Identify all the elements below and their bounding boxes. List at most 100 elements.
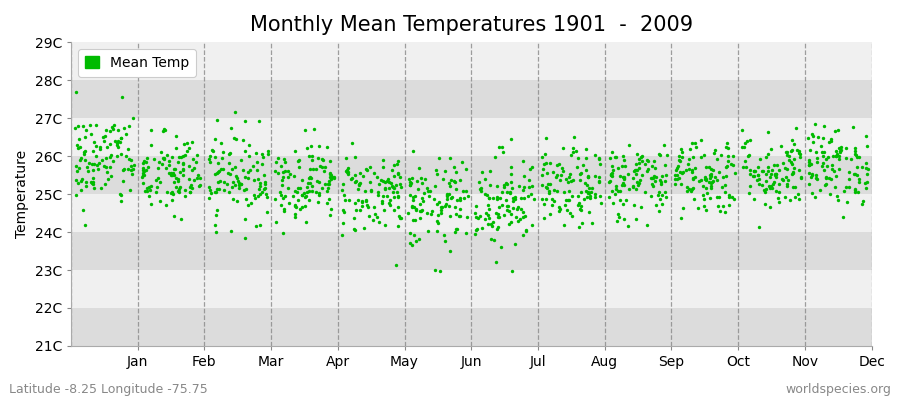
Point — [232, 182, 247, 189]
Point — [209, 212, 223, 218]
Point — [690, 205, 705, 211]
Point — [147, 155, 161, 162]
Point — [713, 208, 727, 214]
Point — [691, 178, 706, 184]
Point — [536, 215, 551, 222]
Point — [322, 181, 337, 188]
Point — [787, 141, 801, 147]
Point — [646, 183, 661, 189]
Point — [591, 177, 606, 184]
Point — [226, 179, 240, 185]
Point — [741, 153, 755, 160]
Point — [115, 167, 130, 174]
Point — [347, 226, 362, 232]
Point — [322, 171, 337, 177]
Point — [496, 148, 510, 155]
Point — [786, 169, 800, 175]
Point — [552, 208, 566, 214]
Point — [704, 166, 718, 172]
Point — [166, 165, 181, 172]
Point — [292, 158, 306, 164]
Point — [683, 146, 698, 152]
Point — [335, 187, 349, 194]
Point — [122, 156, 136, 162]
Point — [752, 180, 766, 187]
Point — [86, 166, 100, 173]
Point — [72, 144, 86, 150]
Point — [176, 172, 191, 178]
Point — [566, 148, 580, 155]
Point — [764, 146, 778, 152]
Point — [437, 168, 452, 174]
Point — [616, 174, 631, 181]
Point — [761, 164, 776, 171]
Point — [294, 192, 309, 198]
Point — [356, 172, 370, 179]
Point — [450, 197, 464, 204]
Point — [616, 179, 631, 186]
Point — [746, 168, 760, 174]
Point — [345, 140, 359, 146]
Point — [211, 186, 225, 192]
Point — [789, 125, 804, 131]
Point — [261, 151, 275, 158]
Point — [860, 171, 874, 178]
Point — [217, 187, 231, 193]
Point — [103, 141, 117, 147]
Point — [517, 184, 531, 190]
Point — [176, 160, 191, 167]
Point — [517, 195, 531, 202]
Point — [810, 158, 824, 165]
Point — [626, 184, 641, 190]
Point — [380, 193, 394, 199]
Point — [409, 207, 423, 213]
Point — [848, 187, 862, 194]
Point — [93, 146, 107, 152]
Point — [154, 149, 168, 155]
Point — [246, 163, 260, 169]
Point — [582, 190, 597, 196]
Point — [359, 197, 374, 204]
Point — [302, 180, 316, 186]
Point — [759, 186, 773, 192]
Point — [306, 165, 320, 172]
Point — [569, 148, 583, 154]
Point — [360, 166, 374, 173]
Point — [541, 180, 555, 187]
Point — [469, 214, 483, 220]
Point — [318, 164, 332, 170]
Point — [115, 94, 130, 100]
Point — [103, 154, 117, 160]
Point — [216, 166, 230, 172]
Point — [563, 178, 578, 184]
Point — [589, 172, 603, 179]
Point — [481, 212, 495, 218]
Point — [255, 161, 269, 167]
Point — [324, 205, 338, 212]
Point — [609, 186, 624, 192]
Point — [516, 232, 530, 238]
Point — [423, 188, 437, 194]
Point — [336, 207, 350, 214]
Point — [474, 224, 489, 231]
Point — [543, 160, 557, 166]
Point — [660, 152, 674, 158]
Point — [743, 167, 758, 173]
Point — [826, 153, 841, 159]
Point — [610, 218, 625, 224]
Point — [648, 165, 662, 171]
Point — [775, 176, 789, 182]
Point — [626, 168, 641, 174]
Point — [158, 127, 172, 133]
Point — [238, 186, 253, 192]
Point — [617, 162, 632, 169]
Point — [98, 127, 112, 133]
Point — [249, 167, 264, 173]
Point — [184, 189, 198, 195]
Point — [616, 153, 630, 159]
Point — [164, 169, 178, 176]
Point — [110, 153, 124, 160]
Point — [828, 184, 842, 190]
Point — [229, 136, 243, 142]
Point — [602, 179, 616, 185]
